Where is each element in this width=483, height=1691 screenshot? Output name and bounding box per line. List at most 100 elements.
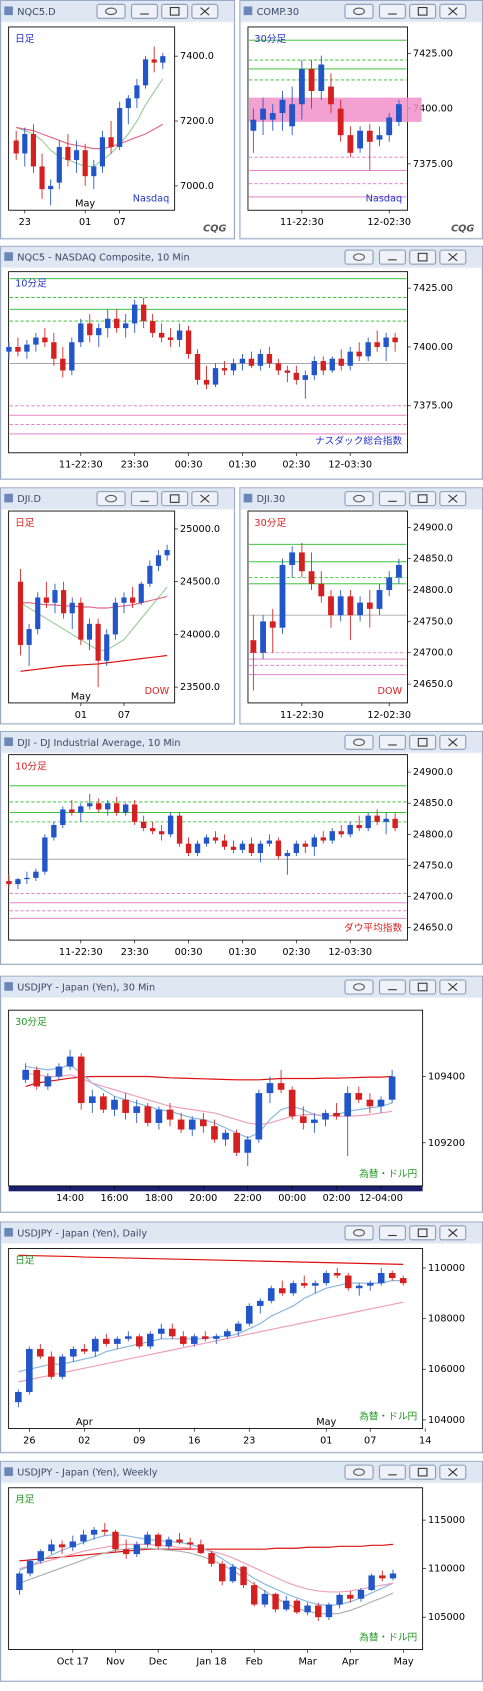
candle-body — [80, 1534, 87, 1542]
minimize-button[interactable] — [378, 1464, 406, 1480]
link-button[interactable] — [344, 1464, 374, 1480]
link-button[interactable] — [96, 3, 126, 19]
candle-body — [105, 803, 111, 810]
link-button[interactable] — [96, 491, 126, 507]
candle-body — [300, 1283, 308, 1286]
candle-body — [160, 56, 166, 63]
moving-average — [15, 78, 164, 168]
link-button[interactable] — [344, 734, 374, 750]
candle-body — [22, 133, 28, 154]
link-glyph — [353, 983, 365, 991]
y-tick-label: 109400 — [428, 1071, 465, 1082]
maximize-button[interactable] — [409, 3, 437, 19]
candle-body — [157, 1328, 165, 1334]
candle-body — [315, 1605, 322, 1618]
candle-body — [70, 1348, 77, 1357]
maximize-button[interactable] — [409, 249, 437, 265]
candle-body — [239, 358, 246, 364]
candle-body — [221, 368, 228, 371]
candle-body — [133, 1106, 141, 1113]
candle-body — [165, 1539, 173, 1547]
candle-body — [230, 846, 237, 850]
candle-body — [328, 86, 334, 105]
chart-label: 日足 — [15, 517, 35, 529]
candle-body — [15, 1392, 22, 1403]
link-button[interactable] — [344, 3, 374, 19]
candle-body — [278, 1288, 286, 1294]
candle-body — [266, 1083, 274, 1094]
watermark: Nasdaq — [133, 193, 169, 204]
candle-body — [87, 323, 93, 336]
candle-body — [266, 354, 273, 364]
y-tick-label: 24850.0 — [413, 554, 453, 565]
candle-body — [51, 342, 57, 359]
link-button[interactable] — [344, 1225, 374, 1241]
candle-body — [90, 1529, 98, 1535]
minimize-button[interactable] — [378, 249, 406, 265]
y-tick-label: 24900.0 — [413, 767, 453, 778]
moving-average — [25, 1072, 393, 1126]
candle-body — [298, 68, 305, 105]
candle-body — [176, 815, 183, 844]
minimize-button[interactable] — [378, 1225, 406, 1241]
candle-body — [245, 1305, 253, 1324]
candle-body — [101, 1529, 108, 1532]
y-tick-label: 7400.0 — [180, 51, 214, 62]
link-button[interactable] — [344, 979, 374, 995]
chart-label: 30分足 — [254, 517, 286, 529]
candle-body — [22, 1069, 29, 1080]
minimize-button[interactable] — [378, 734, 406, 750]
candle-body — [347, 824, 353, 835]
minimize-button[interactable] — [130, 3, 158, 19]
maximize-button[interactable] — [409, 1464, 437, 1480]
moving-average — [20, 586, 168, 651]
candle-body — [366, 602, 373, 609]
candle-body — [256, 1300, 264, 1306]
window-icon — [4, 493, 13, 503]
watermark: Nasdaq — [366, 193, 402, 204]
candle-body — [168, 1328, 176, 1337]
candle-body — [322, 1112, 329, 1120]
candle-body — [288, 1089, 296, 1117]
minimize-button[interactable] — [378, 979, 406, 995]
maximize-button[interactable] — [409, 491, 437, 507]
link-button[interactable] — [344, 249, 374, 265]
link-button[interactable] — [344, 491, 374, 507]
candle-body — [399, 1278, 407, 1284]
chart-label: 10分足 — [15, 761, 47, 773]
candle-body — [179, 1336, 187, 1344]
y-tick-label: 7000.0 — [180, 181, 214, 192]
candle-body — [365, 815, 371, 829]
x-tick-label: 00:00 — [278, 1193, 306, 1204]
chart-label: 日足 — [15, 33, 35, 45]
candle-body — [386, 117, 393, 136]
window-icon — [4, 737, 13, 747]
candle-body — [211, 1126, 218, 1140]
candle-body — [55, 1066, 63, 1077]
minimize-button[interactable] — [378, 491, 406, 507]
candle-body — [61, 590, 67, 614]
minimize-button[interactable] — [378, 3, 406, 19]
maximize-button[interactable] — [161, 491, 189, 507]
candle-body — [221, 840, 228, 847]
minimize-button[interactable] — [130, 491, 158, 507]
candle-body — [329, 358, 335, 371]
maximize-button[interactable] — [161, 3, 189, 19]
candle-body — [48, 185, 54, 190]
candle-body — [17, 581, 24, 645]
candle-body — [366, 1099, 374, 1107]
candle-body — [135, 1336, 143, 1347]
maximize-button[interactable] — [409, 979, 437, 995]
candle-body — [289, 1283, 297, 1294]
candle-body — [43, 597, 49, 603]
candle-body — [78, 602, 84, 640]
candle-body — [96, 803, 102, 810]
x-tick-label: May — [394, 1656, 414, 1667]
candle-body — [144, 1534, 151, 1545]
candle-body — [279, 99, 286, 114]
x-tick-label: 20:00 — [189, 1193, 217, 1204]
maximize-button[interactable] — [409, 1225, 437, 1241]
candle-body — [333, 1112, 340, 1117]
maximize-button[interactable] — [409, 734, 437, 750]
candle-body — [65, 146, 71, 160]
